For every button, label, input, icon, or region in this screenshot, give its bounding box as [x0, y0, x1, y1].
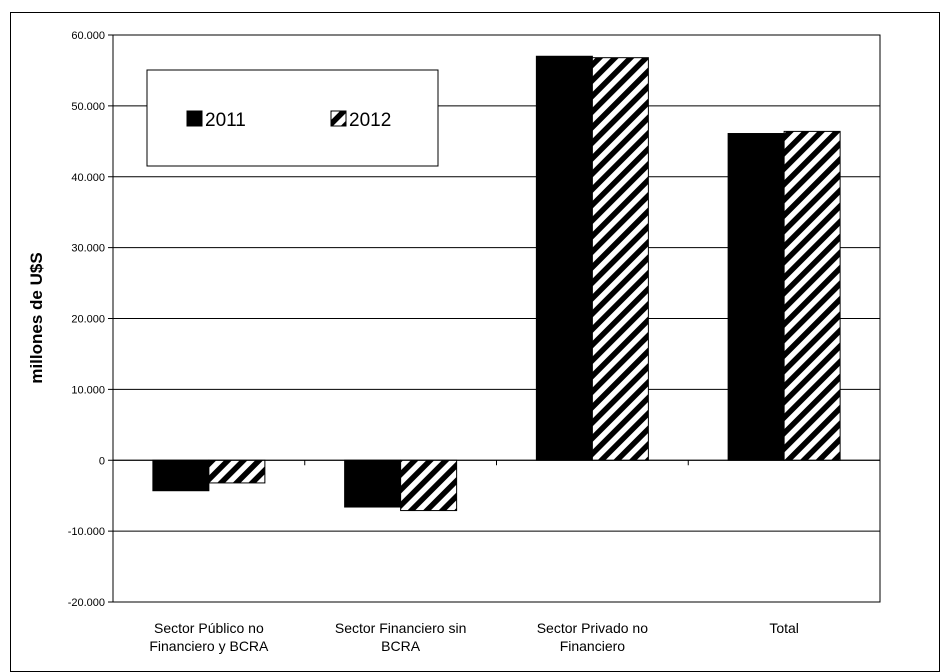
y-axis-label: millones de U$S	[27, 252, 46, 383]
x-category-label: Sector Financiero sin	[335, 620, 467, 636]
y-tick-label: 20.000	[71, 314, 105, 326]
bar-2011-3	[727, 133, 785, 461]
axes	[108, 34, 881, 603]
y-tick-label: 50.000	[71, 101, 105, 113]
y-tick-label: -10.000	[68, 526, 105, 538]
bar-2011-0	[152, 459, 210, 492]
x-category-labels: Sector Público no Financiero y BCRA Sector…	[149, 620, 799, 654]
bar-2012-0	[208, 459, 266, 484]
legend-label: 2011	[205, 110, 246, 131]
legend-swatch-2012	[330, 110, 347, 127]
bar-chart: -20.000 -10.000 0 10.000 20.000 30.000 40.000 5…	[27, 30, 881, 654]
x-category-label: Financiero	[560, 638, 626, 654]
bar-2012-1	[400, 459, 458, 512]
y-tick-label: 60.000	[71, 30, 105, 42]
legend: 2011 2012	[146, 69, 439, 167]
y-tick-labels: -20.000 -10.000 0 10.000 20.000 30.000 40.000 5…	[68, 30, 105, 609]
y-tick-label: 40.000	[71, 172, 105, 184]
bar-2012-3	[783, 130, 841, 461]
x-category-label: Sector Privado no	[537, 620, 648, 636]
x-category-label: Total	[769, 620, 799, 636]
bar-2011-1	[344, 459, 402, 508]
y-tick-label: 30.000	[71, 243, 105, 255]
legend-label: 2012	[349, 110, 391, 131]
x-category-label: Financiero y BCRA	[149, 638, 269, 654]
y-tick-label: 0	[99, 455, 105, 467]
plot-area-border	[112, 34, 881, 603]
bars	[152, 55, 841, 512]
y-tick-label: -20.000	[68, 597, 105, 609]
x-category-label: BCRA	[381, 638, 421, 654]
bar-2011-2	[535, 55, 593, 461]
bar-2012-2	[591, 57, 649, 461]
legend-swatch-2011	[186, 110, 203, 127]
y-tick-label: 10.000	[71, 384, 105, 396]
x-category-label: Sector Público no	[154, 620, 264, 636]
